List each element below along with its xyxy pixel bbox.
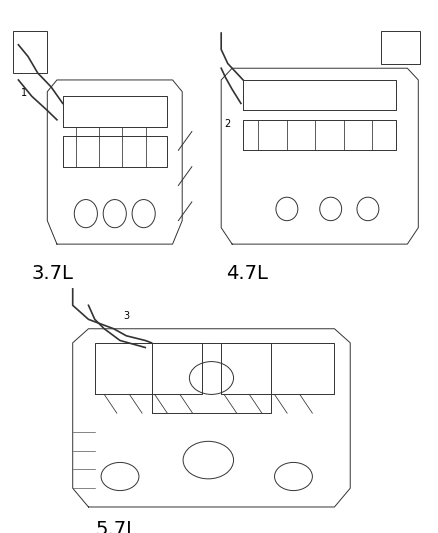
Text: 4.7L: 4.7L (226, 264, 268, 283)
Text: 2: 2 (225, 119, 231, 129)
Bar (13, 31, 47, 73)
Text: 1: 1 (21, 88, 27, 99)
Text: 3: 3 (123, 311, 129, 321)
Bar (381, 31, 420, 63)
Text: 5.7L: 5.7L (95, 520, 137, 533)
Text: 3.7L: 3.7L (32, 264, 74, 283)
